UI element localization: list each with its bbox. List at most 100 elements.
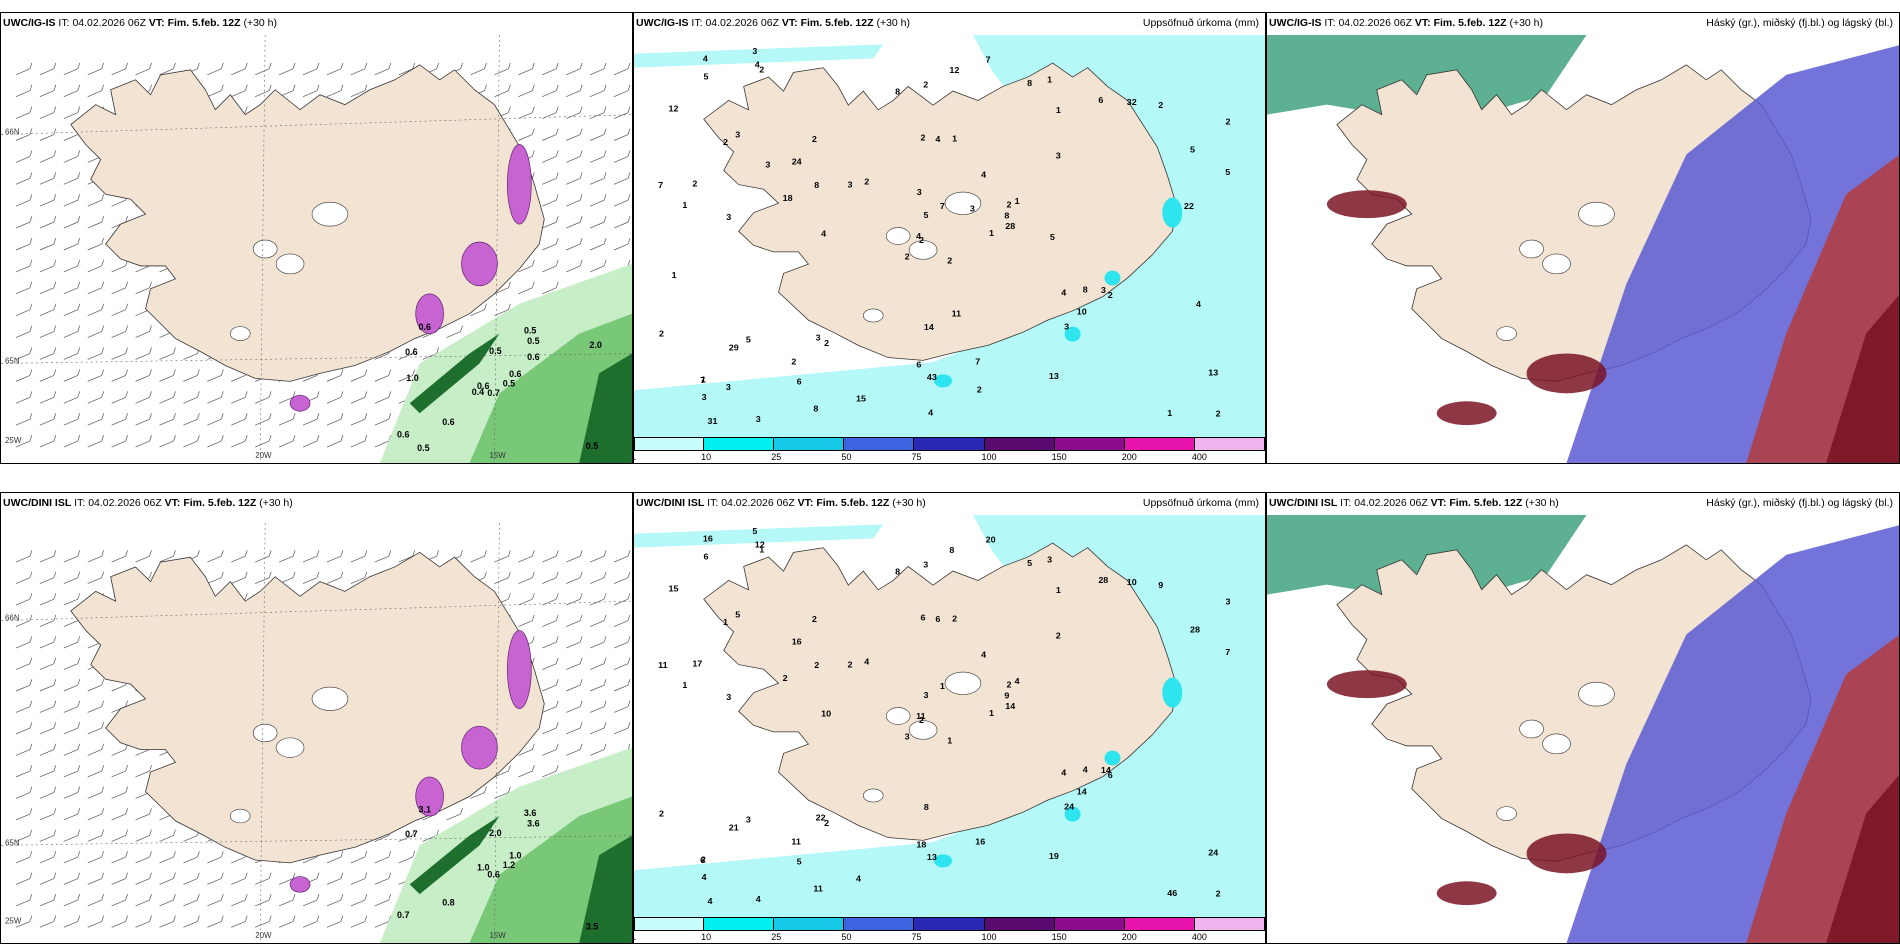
wind-barb: [566, 657, 583, 670]
value-label: 1: [682, 680, 687, 690]
precip-shading: [634, 44, 884, 68]
wind-barb: [613, 237, 631, 251]
value-label: 5: [735, 610, 740, 620]
wind-barb: [159, 851, 176, 864]
value-label: 3: [702, 392, 707, 402]
wind-barb: [39, 391, 57, 404]
value-label: 3: [923, 560, 928, 570]
map-canvas: 0.6 0.7 1.0 0.7 1.0 0.8 3.6 2.0 3.6 1.2 3.1 3.5 66N 6…: [1, 523, 632, 943]
wind-barb: [63, 84, 81, 98]
wind-barb: [159, 391, 176, 404]
glacier-outline: [311, 686, 349, 711]
wind-barb: [542, 172, 559, 185]
value-label: 2: [1216, 889, 1221, 899]
value-label: 2: [791, 357, 796, 367]
wind-barb: [63, 593, 81, 606]
longitude-gridline: [494, 35, 500, 463]
value-label: 5: [1027, 558, 1032, 568]
value-label: 2: [952, 614, 957, 624]
wind-barb: [183, 851, 200, 864]
wind-barb: [183, 435, 200, 448]
value-label: 2: [1216, 409, 1221, 419]
wind-barb: [39, 216, 57, 229]
wind-barb: [87, 894, 105, 907]
value-label: 4: [864, 657, 869, 667]
wind-barb: [87, 391, 105, 404]
wind-barb: [255, 435, 272, 448]
wind-barb: [566, 593, 583, 606]
wind-barb: [613, 593, 631, 606]
value-label: 22: [1184, 201, 1194, 211]
wind-barb: [39, 237, 57, 251]
wind-barb: [350, 84, 368, 98]
wind-barb: [63, 872, 81, 885]
value-label: 2: [977, 385, 982, 395]
wind-barb: [542, 62, 559, 76]
colorbar-tick-label: 200: [1121, 452, 1137, 462]
value-label: 2: [812, 614, 817, 624]
it-label: IT:: [691, 17, 703, 29]
colorbar-tick-label: 150: [1051, 452, 1067, 462]
value-label: 4: [1196, 299, 1201, 309]
wind-barb: [39, 303, 57, 317]
wind-barb: [15, 62, 33, 76]
glacier-outline: [311, 201, 349, 227]
wind-barb: [63, 172, 81, 185]
wind-barb: [111, 391, 128, 404]
wind-barb: [63, 325, 81, 338]
it-label: IT:: [1324, 17, 1336, 29]
wind-barb: [87, 722, 105, 735]
wind-barb: [302, 435, 320, 448]
value-label: 10: [1077, 307, 1087, 317]
value-label: 2: [1108, 290, 1113, 300]
wind-barb: [518, 614, 535, 627]
wind-barb: [542, 700, 559, 713]
wind-barb: [159, 550, 176, 563]
wind-barb: [111, 765, 128, 778]
wind-barb: [63, 722, 81, 735]
value-label: 5: [1225, 167, 1230, 177]
value-label: 3: [923, 690, 928, 700]
wind-barb: [39, 593, 57, 606]
wind-barb: [15, 128, 33, 141]
wind-barb: [542, 237, 559, 251]
value-label: 1: [682, 200, 687, 210]
value-label: 3: [726, 692, 731, 702]
wind-barb: [87, 550, 105, 563]
wind-barb: [15, 172, 33, 185]
wind-barb: [613, 657, 631, 670]
map-area: 1 1 2 2 2 2 3 2 1 1 1 2 3 3 3 2 4 6 4 3 4 4 5 6 4 6 5 3 1 4 7 11 18 3 2 28 2…: [634, 515, 1265, 917]
wind-barb: [39, 550, 57, 563]
value-label: 1: [989, 708, 994, 718]
map-area: 0.7 0.6 0.6 0.6 0.6 0.6 0.5 0.5 0.5 0.5 0.6 0.5 1.0 2…: [1, 35, 632, 463]
glacier-outline: [275, 253, 305, 275]
colorbar-tick-label: 75: [911, 452, 922, 462]
wind-barb: [374, 62, 392, 76]
colorbar-tick-label: 100: [981, 452, 997, 462]
wind-barb: [566, 62, 583, 76]
value-label: 2: [814, 660, 819, 670]
wind-barb: [39, 765, 57, 778]
glacier-outline: [229, 326, 251, 341]
wind-barb: [518, 106, 535, 119]
wind-barb: [350, 413, 368, 426]
wind-barb: [15, 347, 33, 360]
value-label: 15: [668, 584, 678, 594]
wind-barb: [15, 259, 33, 273]
value-label: 24: [792, 157, 802, 167]
wind-barb: [39, 829, 57, 842]
wind-barb: [374, 413, 392, 426]
value-label: 0.5: [417, 443, 429, 453]
colorbar-tick-label: 50: [841, 932, 852, 942]
value-label: 0.5: [586, 441, 598, 451]
wind-barb: [87, 303, 105, 317]
iceland-coastline: [703, 542, 1178, 841]
wind-barb: [542, 743, 559, 756]
value-label: 6: [703, 552, 708, 562]
wind-barb: [278, 872, 296, 885]
colorbar-swatch: [914, 917, 985, 931]
wind-barb: [15, 194, 33, 207]
precip-patch: [1104, 750, 1121, 766]
colorbar-tick-label: 400: [1191, 932, 1207, 942]
colorbar-swatch: [1054, 437, 1125, 451]
